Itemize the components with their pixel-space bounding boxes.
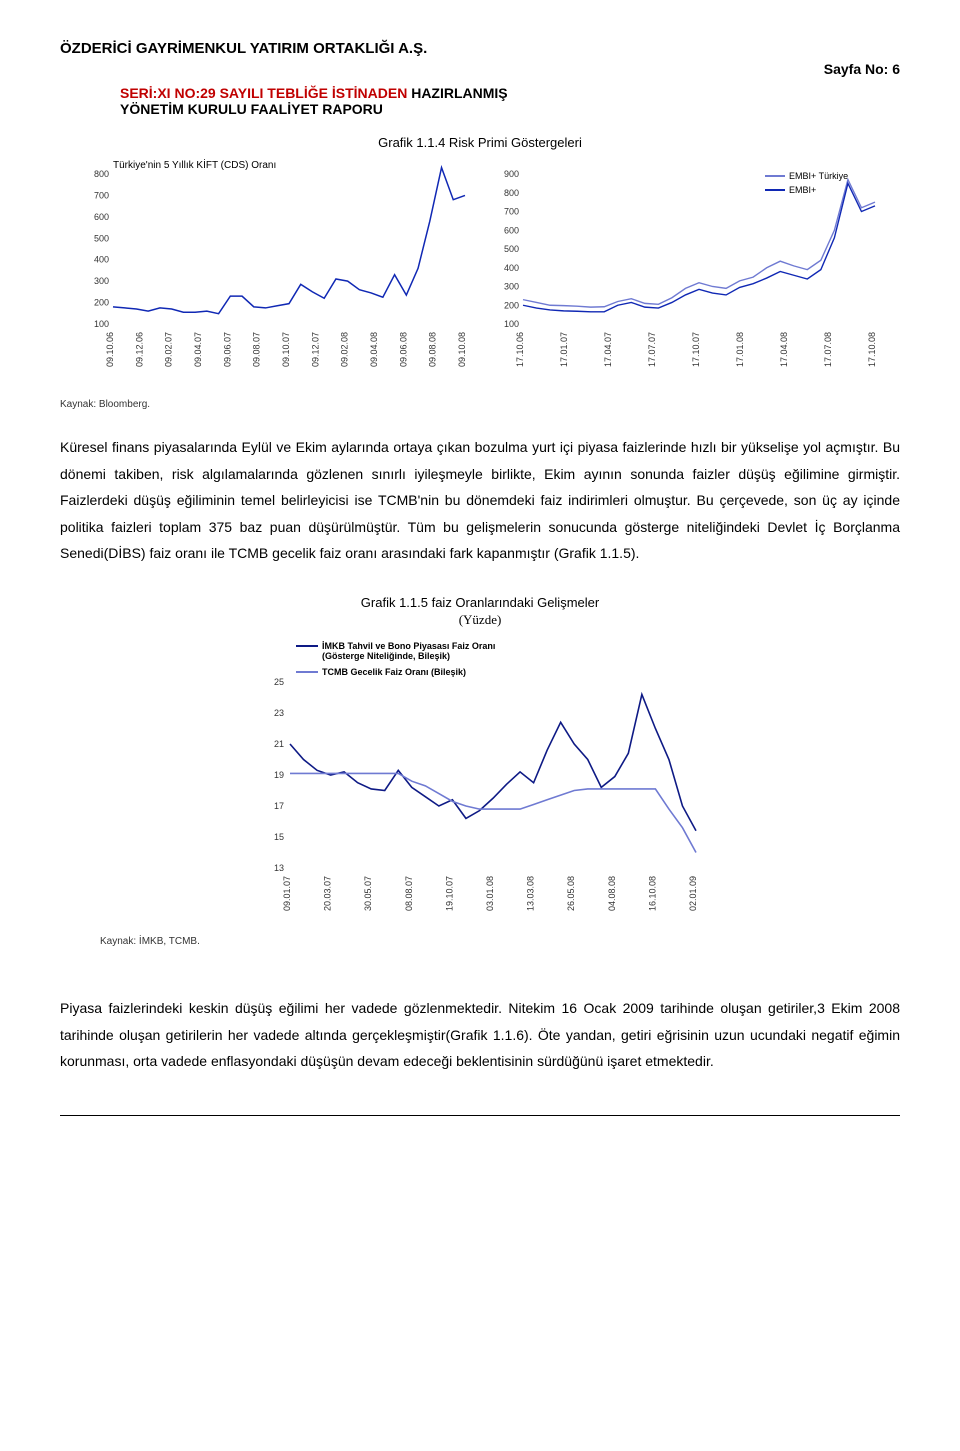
chart-115: İMKB Tahvil ve Bono Piyasası Faiz Oranı(…: [250, 634, 710, 934]
svg-text:09.06.08: 09.06.08: [398, 332, 408, 367]
svg-text:200: 200: [94, 298, 109, 308]
svg-text:09.12.07: 09.12.07: [310, 332, 320, 367]
chart-114-caption: Grafik 1.1.4 Risk Primi Göstergeleri: [60, 135, 900, 150]
svg-text:300: 300: [504, 282, 519, 292]
chart-114-left: Türkiye'nin 5 Yıllık KİFT (CDS) Oranı 100…: [75, 156, 475, 389]
svg-text:30.05.07: 30.05.07: [363, 876, 373, 911]
svg-text:09.12.06: 09.12.06: [134, 332, 144, 367]
svg-text:09.10.08: 09.10.08: [457, 332, 467, 367]
svg-text:400: 400: [94, 255, 109, 265]
svg-text:09.02.07: 09.02.07: [164, 332, 174, 367]
chart-115-caption-1: Grafik 1.1.5 faiz Oranlarındaki Gelişmel…: [361, 595, 599, 610]
svg-text:17.07.08: 17.07.08: [823, 332, 833, 367]
svg-text:(Gösterge Niteliğinde, Bileşik: (Gösterge Niteliğinde, Bileşik): [322, 651, 450, 661]
svg-text:09.04.07: 09.04.07: [193, 332, 203, 367]
svg-text:17.10.06: 17.10.06: [515, 332, 525, 367]
svg-text:09.10.06: 09.10.06: [105, 332, 115, 367]
svg-text:13.03.08: 13.03.08: [526, 876, 536, 911]
paragraph-1: Küresel finans piyasalarında Eylül ve Ek…: [60, 434, 900, 567]
svg-text:20.03.07: 20.03.07: [323, 876, 333, 911]
svg-text:600: 600: [504, 225, 519, 235]
svg-text:08.08.07: 08.08.07: [404, 876, 414, 911]
svg-text:04.08.08: 04.08.08: [607, 876, 617, 911]
svg-text:09.02.08: 09.02.08: [340, 332, 350, 367]
svg-text:13: 13: [274, 863, 284, 873]
svg-text:17.01.07: 17.01.07: [559, 332, 569, 367]
subtitle-line1: SERİ:XI NO:29 SAYILI TEBLİĞE İSTİNADEN H…: [120, 85, 900, 101]
svg-text:16.10.08: 16.10.08: [647, 876, 657, 911]
svg-text:500: 500: [504, 244, 519, 254]
subtitle-black: HAZIRLANMIŞ: [407, 85, 507, 101]
svg-text:700: 700: [504, 207, 519, 217]
page-number: Sayfa No: 6: [60, 61, 900, 77]
svg-text:09.04.08: 09.04.08: [369, 332, 379, 367]
svg-text:09.08.08: 09.08.08: [428, 332, 438, 367]
svg-text:TCMB Gecelik Faiz Oranı (Bileş: TCMB Gecelik Faiz Oranı (Bileşik): [322, 667, 466, 677]
subtitle-line2: YÖNETİM KURULU FAALİYET RAPORU: [120, 101, 900, 117]
svg-text:İMKB Tahvil ve Bono Piyasası F: İMKB Tahvil ve Bono Piyasası Faiz Oranı: [322, 641, 495, 651]
svg-text:900: 900: [504, 169, 519, 179]
svg-text:800: 800: [94, 169, 109, 179]
svg-text:EMBI+: EMBI+: [789, 185, 816, 195]
svg-text:09.06.07: 09.06.07: [222, 332, 232, 367]
svg-text:09.08.07: 09.08.07: [252, 332, 262, 367]
svg-text:200: 200: [504, 300, 519, 310]
svg-text:17.01.08: 17.01.08: [735, 332, 745, 367]
svg-text:09.01.07: 09.01.07: [282, 876, 292, 911]
svg-text:21: 21: [274, 739, 284, 749]
svg-text:02.01.09: 02.01.09: [688, 876, 698, 911]
svg-text:09.10.07: 09.10.07: [281, 332, 291, 367]
chart-115-wrap: Grafik 1.1.5 faiz Oranlarındaki Gelişmel…: [60, 595, 900, 971]
svg-text:Türkiye'nin 5 Yıllık KİFT (CDS: Türkiye'nin 5 Yıllık KİFT (CDS) Oranı: [113, 158, 276, 171]
svg-text:17.04.08: 17.04.08: [779, 332, 789, 367]
svg-text:19.10.07: 19.10.07: [444, 876, 454, 911]
svg-text:300: 300: [94, 276, 109, 286]
svg-text:700: 700: [94, 190, 109, 200]
svg-text:19: 19: [274, 770, 284, 780]
svg-text:100: 100: [94, 319, 109, 329]
svg-text:100: 100: [504, 319, 519, 329]
svg-text:17: 17: [274, 801, 284, 811]
svg-text:17.07.07: 17.07.07: [647, 332, 657, 367]
svg-text:400: 400: [504, 263, 519, 273]
svg-text:03.01.08: 03.01.08: [485, 876, 495, 911]
chart-115-source: Kaynak: İMKB, TCMB.: [100, 936, 200, 947]
chart-114-row: Türkiye'nin 5 Yıllık KİFT (CDS) Oranı 100…: [60, 156, 900, 389]
svg-text:23: 23: [274, 708, 284, 718]
subtitle-red: SERİ:XI NO:29 SAYILI TEBLİĞE İSTİNADEN: [120, 85, 407, 101]
svg-text:EMBI+ Türkiye: EMBI+ Türkiye: [789, 171, 848, 181]
svg-text:25: 25: [274, 677, 284, 687]
svg-text:15: 15: [274, 832, 284, 842]
svg-text:800: 800: [504, 188, 519, 198]
company-title: ÖZDERİCİ GAYRİMENKUL YATIRIM ORTAKLIĞI A…: [60, 40, 900, 57]
svg-text:17.04.07: 17.04.07: [603, 332, 613, 367]
chart-114-right: 100 200 300 400 500 600 700 800 900 17.10.06 17.01…: [485, 156, 885, 389]
footer-rule: [60, 1115, 900, 1116]
svg-text:17.10.08: 17.10.08: [867, 332, 877, 367]
chart-114-source: Kaynak: Bloomberg.: [60, 399, 900, 410]
chart-115-caption-2: (Yüzde): [459, 612, 502, 628]
svg-text:26.05.08: 26.05.08: [566, 876, 576, 911]
svg-text:600: 600: [94, 212, 109, 222]
paragraph-2: Piyasa faizlerindeki keskin düşüş eğilim…: [60, 995, 900, 1075]
svg-text:500: 500: [94, 233, 109, 243]
svg-text:17.10.07: 17.10.07: [691, 332, 701, 367]
